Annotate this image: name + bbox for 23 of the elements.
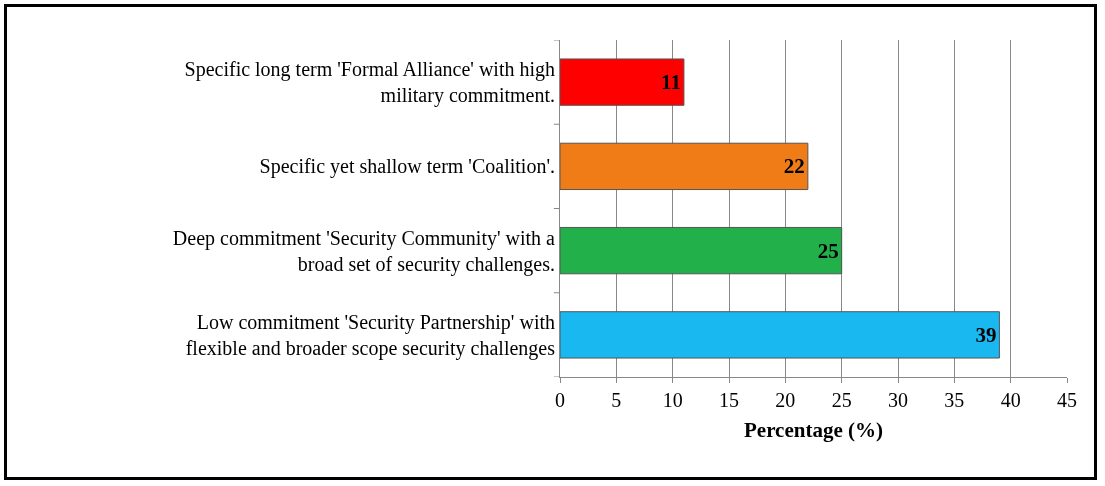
data-label: 25 <box>817 238 839 263</box>
x-tick-label: 20 <box>775 389 796 411</box>
y-tick-label: Low commitment 'Security Partnership' with flexible and broader scope security challenges <box>185 310 556 360</box>
bar <box>560 226 843 275</box>
bar <box>560 142 809 191</box>
x-tick-label: 40 <box>1000 389 1021 411</box>
x-tick-label: 15 <box>719 389 739 411</box>
y-tick-label: Specific yet shallow term 'Coalition'. <box>259 155 555 179</box>
bar <box>560 58 685 106</box>
y-tick-label: Specific long term 'Formal Alliance' with high military commitment. <box>184 58 555 108</box>
x-tick-label: 5 <box>611 389 622 411</box>
x-tick-label: 10 <box>662 389 683 411</box>
x-tick-label: 35 <box>944 389 965 411</box>
y-tick-label: Deep commitment 'Security Community' with a broad set of security challenges. <box>172 226 556 276</box>
data-label: 39 <box>975 322 997 347</box>
bar <box>560 311 1000 359</box>
x-axis-title: Percentage (%) <box>744 418 883 443</box>
x-tick-label: 30 <box>888 389 908 411</box>
data-label: 11 <box>661 70 681 95</box>
data-label: 22 <box>783 154 805 179</box>
x-tick-label: 0 <box>555 389 565 411</box>
x-tick-label: 45 <box>1057 389 1077 411</box>
x-tick-label: 25 <box>831 389 852 411</box>
